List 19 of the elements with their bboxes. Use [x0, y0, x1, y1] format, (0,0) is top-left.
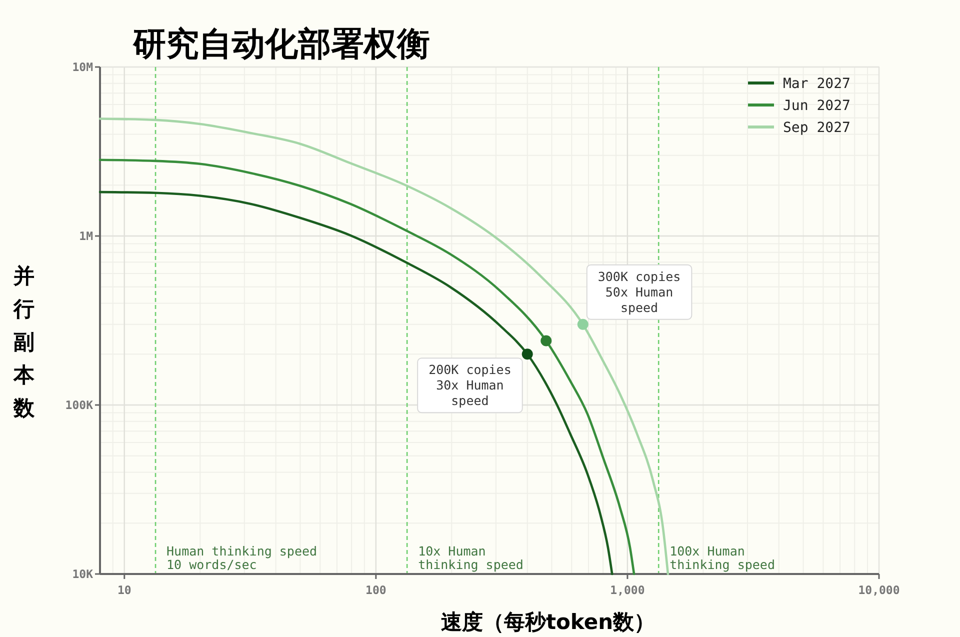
- y-axis-title: 并行副本数: [12, 264, 36, 420]
- legend-label: Mar 2027: [783, 76, 850, 92]
- x-tick-label: 10: [117, 583, 132, 597]
- annotation: 300K copies 50x Human speed: [598, 268, 681, 315]
- y-tick-label: 100K: [65, 398, 94, 412]
- y-tick-label: 10M: [72, 60, 94, 74]
- x-tick-label: 100: [366, 583, 386, 597]
- legend-label: Jun 2027: [783, 98, 850, 114]
- legend-label: Sep 2027: [783, 120, 850, 136]
- ref-line-label: 10x Human thinking speed: [418, 544, 524, 572]
- ref-line-label: Human thinking speed 10 words/sec: [166, 544, 318, 572]
- y-tick-label: 10K: [72, 567, 94, 581]
- y-tick-label: 1M: [79, 229, 94, 243]
- x-tick-label: 1,000: [610, 583, 645, 597]
- ref-line-label: 100x Human thinking speed: [670, 544, 775, 572]
- x-tick-label: 10,000: [858, 583, 900, 597]
- chart-title: 研究自动化部署权衡: [132, 24, 430, 63]
- annotation: 200K copies 30x Human speed: [428, 362, 512, 408]
- x-axis-title: 速度（每秒token数）: [440, 610, 656, 634]
